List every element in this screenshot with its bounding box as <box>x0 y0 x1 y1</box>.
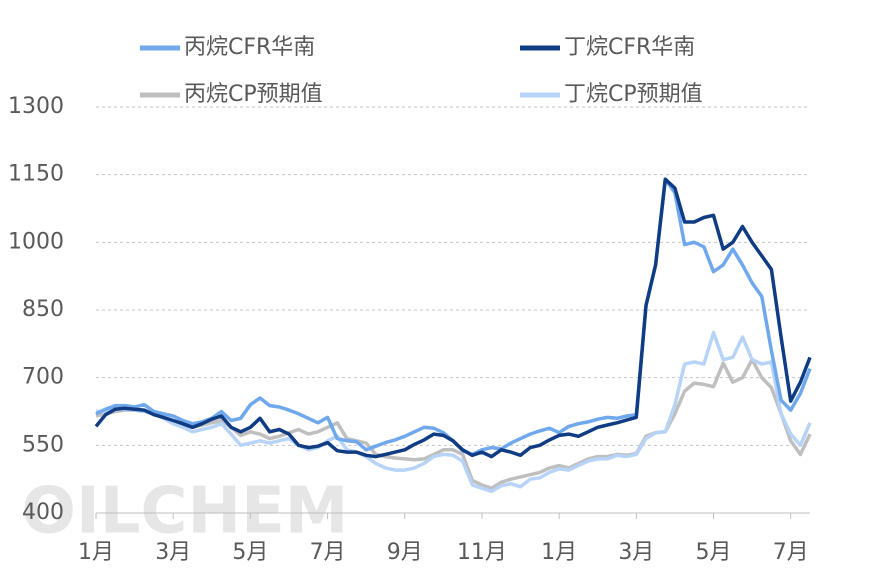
y-tick-label: 1000 <box>8 229 64 254</box>
x-tick-label: 3月 <box>155 540 191 565</box>
legend-label: 丁烷CP预期值 <box>564 82 703 107</box>
x-tick-label: 3月 <box>618 540 654 565</box>
legend-label: 丙烷CP预期值 <box>184 82 323 107</box>
x-tick-label: 9月 <box>387 540 423 565</box>
x-tick-label: 1月 <box>78 540 114 565</box>
y-tick-label: 1150 <box>8 162 64 187</box>
legend-label: 丁烷CFR华南 <box>564 35 695 60</box>
x-tick-label: 7月 <box>773 540 809 565</box>
x-tick-label: 7月 <box>310 540 346 565</box>
series-line <box>95 177 812 457</box>
y-tick-label: 700 <box>22 365 64 390</box>
x-tick-label: 5月 <box>232 540 268 565</box>
y-tick-label: 550 <box>22 432 64 457</box>
y-tick-label: 850 <box>22 297 64 322</box>
y-tick-label: 400 <box>22 500 64 525</box>
x-tick-label: 11月 <box>457 540 507 565</box>
x-tick-label: 1月 <box>541 540 577 565</box>
series-line <box>96 330 812 494</box>
y-tick-label: 1300 <box>8 94 64 119</box>
series-line <box>94 177 812 459</box>
series-line <box>95 357 812 490</box>
legend-label: 丙烷CFR华南 <box>184 35 315 60</box>
watermark: OILCHEM <box>22 475 349 549</box>
x-tick-label: 5月 <box>696 540 732 565</box>
